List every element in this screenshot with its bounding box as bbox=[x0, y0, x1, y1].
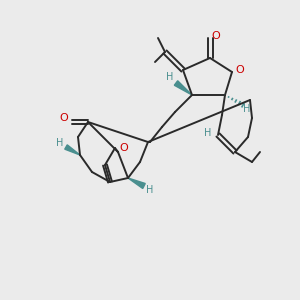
Text: H: H bbox=[166, 72, 174, 82]
Text: H: H bbox=[56, 138, 64, 148]
Text: O: O bbox=[212, 31, 220, 41]
Text: O: O bbox=[236, 65, 244, 75]
Polygon shape bbox=[65, 145, 80, 155]
Text: O: O bbox=[60, 113, 68, 123]
Text: H: H bbox=[146, 185, 154, 195]
Text: O: O bbox=[120, 143, 128, 153]
Polygon shape bbox=[128, 178, 145, 188]
Polygon shape bbox=[174, 81, 192, 95]
Text: H: H bbox=[204, 128, 212, 138]
Text: H: H bbox=[243, 104, 251, 114]
